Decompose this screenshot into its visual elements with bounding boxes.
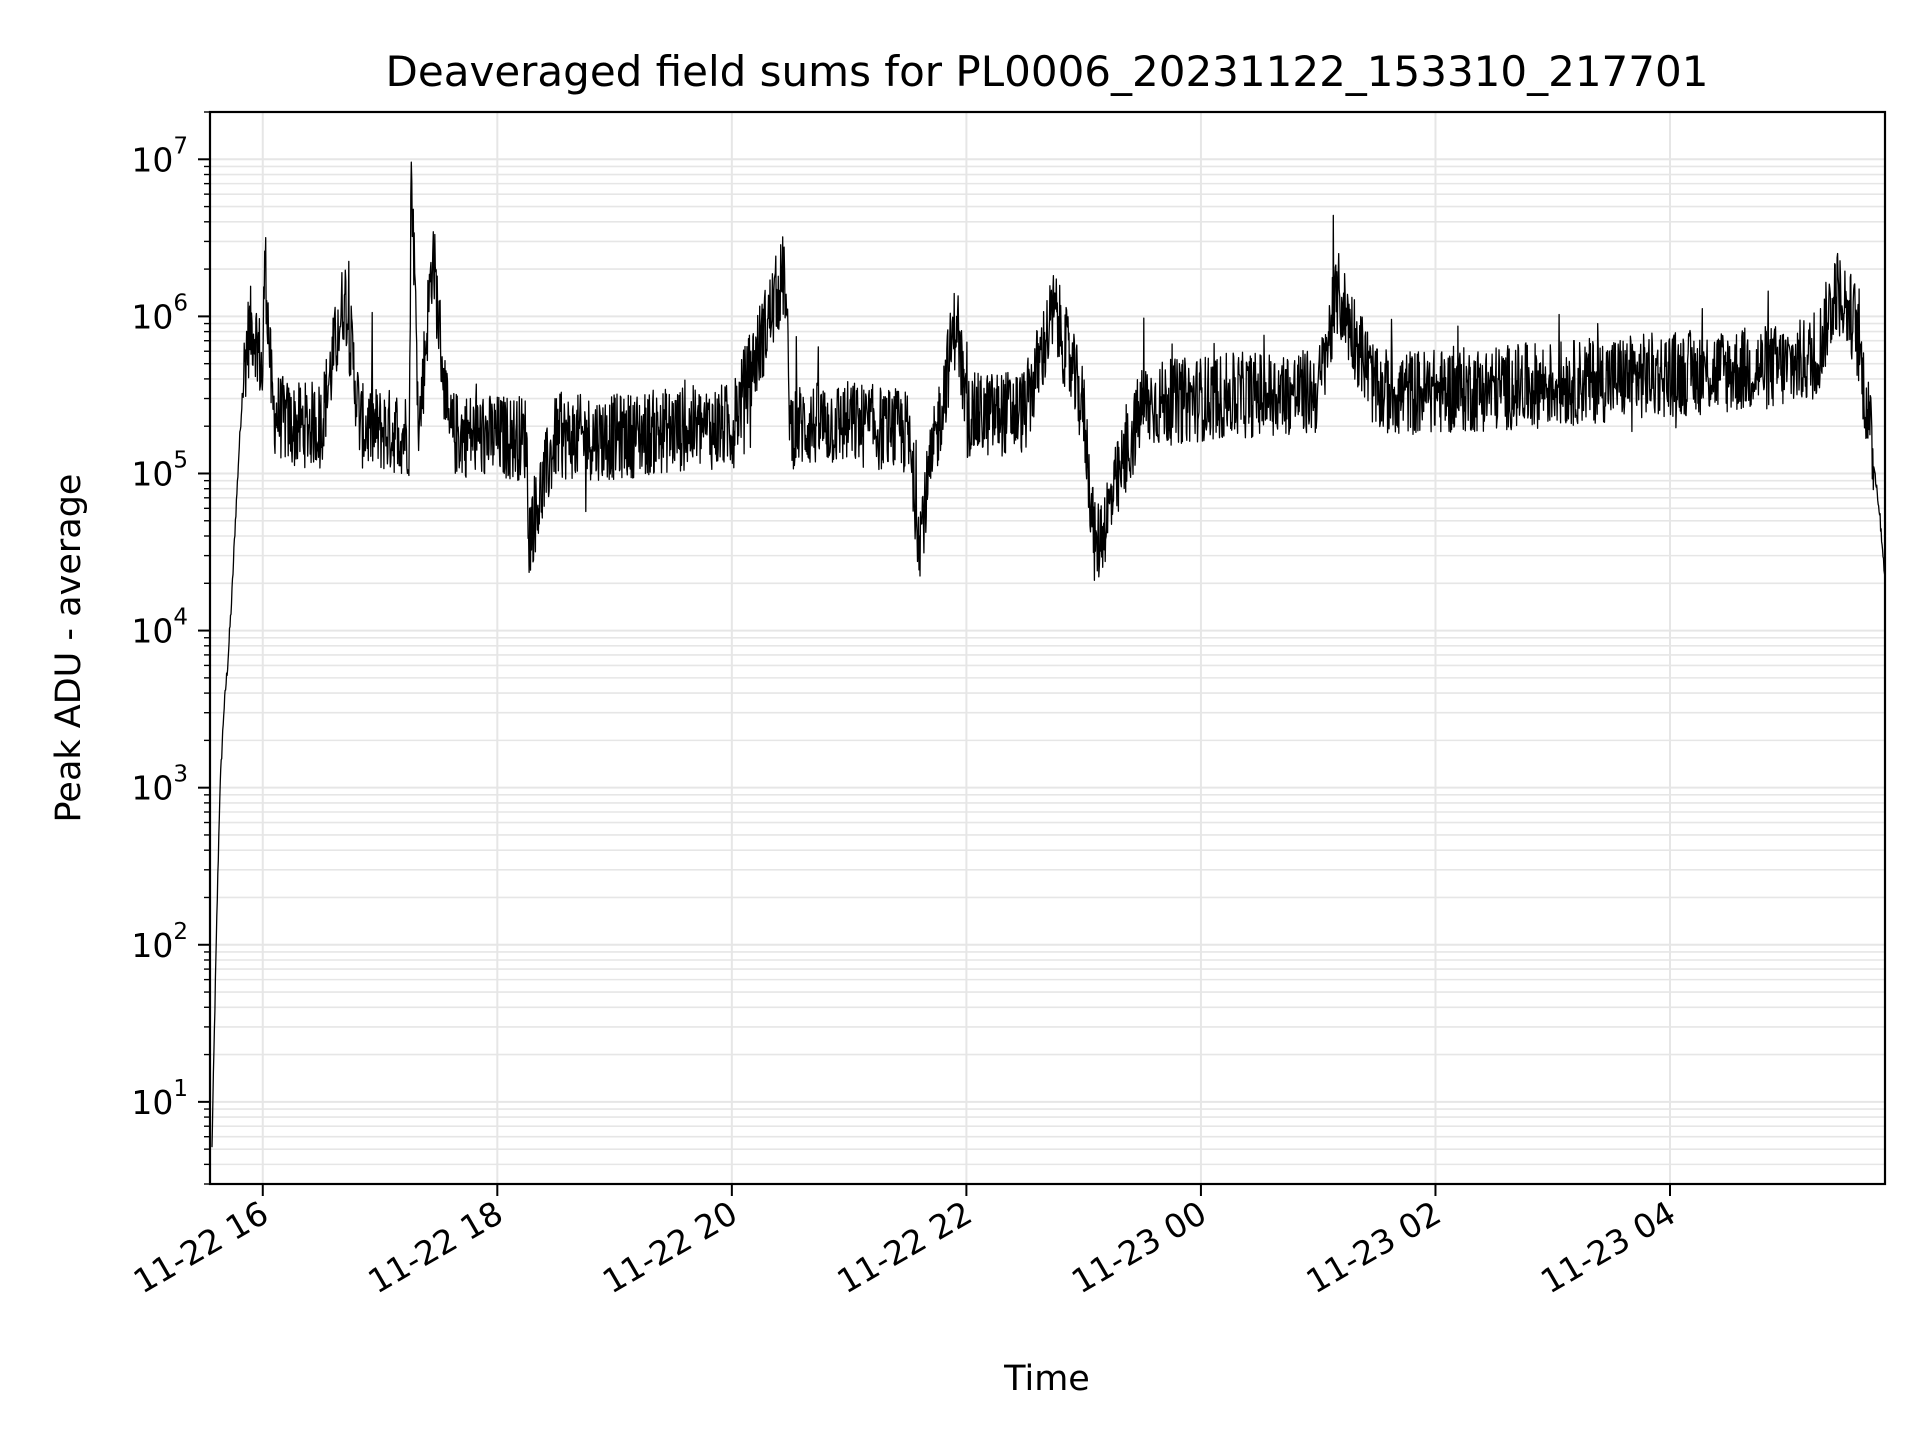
plot-area-frame bbox=[208, 110, 1887, 1186]
series-line-0 bbox=[211, 161, 1886, 1148]
x-axis-label: Time bbox=[1003, 1359, 1090, 1399]
chart-title: Deaveraged field sums for PL0006_2023112… bbox=[386, 47, 1709, 96]
y-tick-label: 106 bbox=[131, 290, 188, 336]
y-axis-label: Peak ADU - average bbox=[49, 474, 89, 823]
grid bbox=[210, 111, 1885, 1185]
y-tick-label: 101 bbox=[131, 1076, 188, 1122]
y-tick-label: 103 bbox=[131, 762, 188, 808]
y-tick-label: 105 bbox=[131, 447, 188, 493]
y-tick-label: 102 bbox=[131, 919, 188, 965]
y-axis: 101 102 103 104 105 106 107 bbox=[131, 111, 210, 1185]
series-layer bbox=[211, 161, 1886, 1148]
y-tick-label: 104 bbox=[131, 605, 188, 651]
y-tick-label: 107 bbox=[131, 133, 188, 179]
